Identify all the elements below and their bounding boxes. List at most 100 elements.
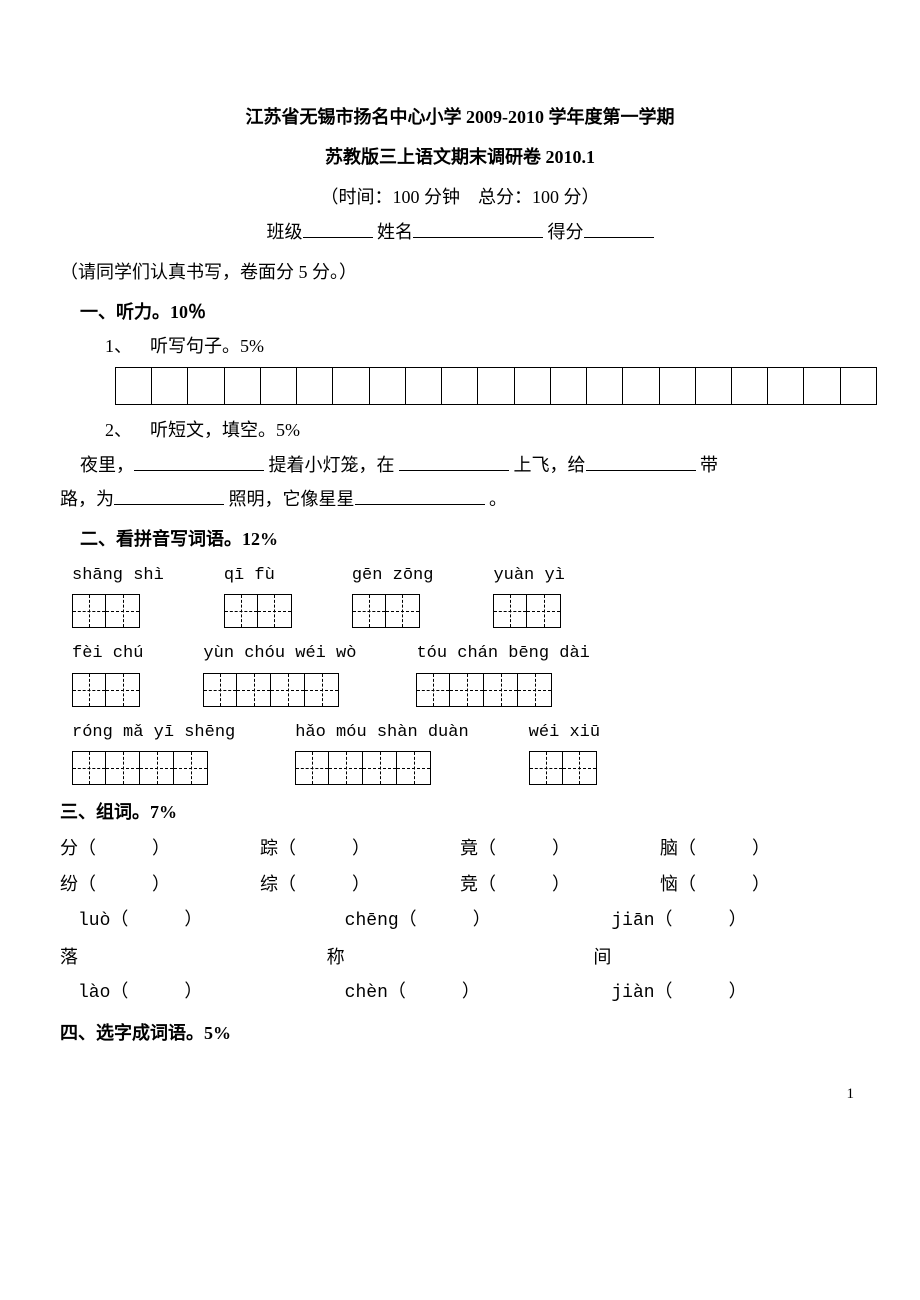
fill-line-1: 夜里， 提着小灯笼，在 上飞，给 带 [60,448,860,482]
fill-blank-5[interactable] [355,482,485,505]
listening-cell[interactable] [370,368,406,404]
listening-cell[interactable] [333,368,369,404]
listening-cell[interactable] [116,368,152,404]
listening-cell[interactable] [225,368,261,404]
zuci-item: 恼（） [660,867,860,901]
fill-b: 上飞，给 [514,455,586,475]
char-box[interactable] [271,673,305,707]
name-blank[interactable] [413,215,543,238]
listening-cell[interactable] [551,368,587,404]
listening-cell[interactable] [442,368,478,404]
char-box[interactable] [72,751,106,785]
char-box[interactable] [106,594,140,628]
pinyin-group: gēn zōng [352,560,434,628]
char-box[interactable] [518,673,552,707]
pinyin-boxes[interactable] [416,673,552,707]
char-box[interactable] [295,751,329,785]
pinyin-group: shāng shì [72,560,164,628]
char-box[interactable] [386,594,420,628]
char-box[interactable] [72,594,106,628]
section-1-item-1: 1、 听写句子。5% [60,329,860,363]
listening-cell[interactable] [696,368,732,404]
pinyin-boxes[interactable] [72,673,140,707]
listening-write-grid[interactable] [115,367,877,405]
char-box[interactable] [258,594,292,628]
pinyin-group: qī fù [224,560,292,628]
listening-cell[interactable] [188,368,224,404]
section-4-title: 四、选字成词语。5% [60,1016,860,1050]
listening-cell[interactable] [478,368,514,404]
char-box[interactable] [493,594,527,628]
pinyin-boxes[interactable] [203,673,339,707]
char-box[interactable] [224,594,258,628]
fill-blank-4[interactable] [114,482,224,505]
listening-cell[interactable] [297,368,333,404]
listening-cell[interactable] [406,368,442,404]
char-box[interactable] [363,751,397,785]
pinyin-group: wéi xiū [529,717,600,785]
school-title: 江苏省无锡市扬名中心小学 2009-2010 学年度第一学期 [60,100,860,134]
char-box[interactable] [305,673,339,707]
pinyin-label: yuàn yì [493,560,564,592]
listening-cell[interactable] [804,368,840,404]
pinyin-label: shāng shì [72,560,164,592]
listening-cell[interactable] [841,368,876,404]
char-box[interactable] [563,751,597,785]
zuci-pairs: 分（）踪（）竟（）脑（）纷（）综（）竞（）恼（） [60,831,860,901]
listening-cell[interactable] [732,368,768,404]
pinyin-boxes[interactable] [224,594,292,628]
poly-cell: 落 [60,940,327,974]
listening-cell[interactable] [587,368,623,404]
pinyin-boxes[interactable] [295,751,431,785]
fill-blank-2[interactable] [399,448,509,471]
pinyin-boxes[interactable] [493,594,561,628]
fill-a: 提着小灯笼，在 [269,455,395,475]
char-box[interactable] [140,751,174,785]
pinyin-boxes[interactable] [529,751,597,785]
pinyin-row: róng mǎ yī shēng hǎo móu shàn duàn wéi xiū [72,717,860,785]
pinyin-group: hǎo móu shàn duàn [295,717,468,785]
pinyin-label: gēn zōng [352,560,434,592]
listening-cell[interactable] [660,368,696,404]
char-box[interactable] [106,751,140,785]
section-3-title: 三、组词。7% [60,795,860,829]
char-box[interactable] [329,751,363,785]
listening-cell[interactable] [515,368,551,404]
char-box[interactable] [450,673,484,707]
char-box[interactable] [72,673,106,707]
char-box[interactable] [397,751,431,785]
char-box[interactable] [484,673,518,707]
pinyin-boxes[interactable] [72,751,208,785]
poly-cell: 间 [593,940,860,974]
char-box[interactable] [203,673,237,707]
char-box[interactable] [237,673,271,707]
pinyin-boxes[interactable] [352,594,420,628]
pinyin-label: róng mǎ yī shēng [72,717,235,749]
poly-cell: jiān（） [593,904,860,938]
page-number: 1 [60,1080,860,1109]
char-box[interactable] [416,673,450,707]
instructions: （请同学们认真书写，卷面分 5 分。） [60,255,860,289]
class-blank[interactable] [303,215,373,238]
poly-cell: 称 [327,940,594,974]
pinyin-label: yùn chóu wéi wò [203,638,356,670]
listening-cell[interactable] [152,368,188,404]
char-box[interactable] [352,594,386,628]
listening-cell[interactable] [768,368,804,404]
pinyin-area: shāng shìqī fùgēn zōngyuàn yìfèi chúyùn … [60,560,860,785]
char-box[interactable] [174,751,208,785]
char-box[interactable] [529,751,563,785]
char-box[interactable] [106,673,140,707]
zuci-item: 纷（） [60,867,260,901]
score-blank[interactable] [584,215,654,238]
fill-blank-1[interactable] [134,448,264,471]
poly-pinyin-row: luò（） chēng（） jiān（） [60,904,860,938]
pinyin-boxes[interactable] [72,594,140,628]
listening-cell[interactable] [261,368,297,404]
zuci-row: 纷（）综（）竞（）恼（） [60,867,860,901]
pinyin-group: yùn chóu wéi wò [203,638,356,706]
fill-blank-3[interactable] [586,448,696,471]
listening-cell[interactable] [623,368,659,404]
char-box[interactable] [527,594,561,628]
pinyin-row: shāng shì qī fù gēn zōng yuàn yì [72,560,860,628]
